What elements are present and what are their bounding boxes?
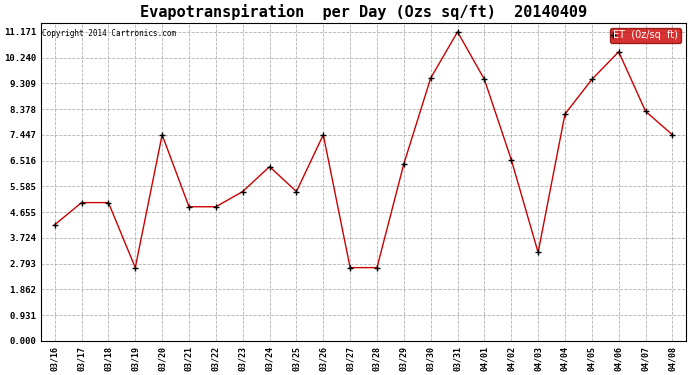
Line: ET  (0z/sq  ft): ET (0z/sq ft) [51,28,676,271]
ET  (0z/sq  ft) [480,77,489,82]
ET  (0z/sq  ft) [50,222,59,227]
ET  (0z/sq  ft) [212,204,220,209]
ET  (0z/sq  ft) [239,189,247,194]
ET  (0z/sq  ft) [561,112,569,116]
ET  (0z/sq  ft) [346,266,354,270]
ET  (0z/sq  ft) [426,76,435,80]
ET  (0z/sq  ft) [507,158,515,162]
Legend: ET  (0z/sq  ft): ET (0z/sq ft) [610,28,681,44]
ET  (0z/sq  ft) [588,77,596,82]
ET  (0z/sq  ft) [266,164,274,169]
ET  (0z/sq  ft) [319,132,328,137]
ET  (0z/sq  ft) [669,132,677,137]
ET  (0z/sq  ft) [642,109,650,114]
ET  (0z/sq  ft) [158,132,166,137]
ET  (0z/sq  ft) [373,266,381,270]
ET  (0z/sq  ft) [131,266,139,270]
ET  (0z/sq  ft) [453,30,462,34]
ET  (0z/sq  ft) [77,200,86,205]
ET  (0z/sq  ft) [293,189,301,194]
ET  (0z/sq  ft) [104,200,112,205]
Title: Evapotranspiration  per Day (Ozs sq/ft)  20140409: Evapotranspiration per Day (Ozs sq/ft) 2… [140,4,587,20]
ET  (0z/sq  ft) [534,250,542,255]
Text: Copyright 2014 Cartronics.com: Copyright 2014 Cartronics.com [42,29,176,38]
ET  (0z/sq  ft) [615,50,623,54]
ET  (0z/sq  ft) [185,204,193,209]
ET  (0z/sq  ft) [400,162,408,166]
